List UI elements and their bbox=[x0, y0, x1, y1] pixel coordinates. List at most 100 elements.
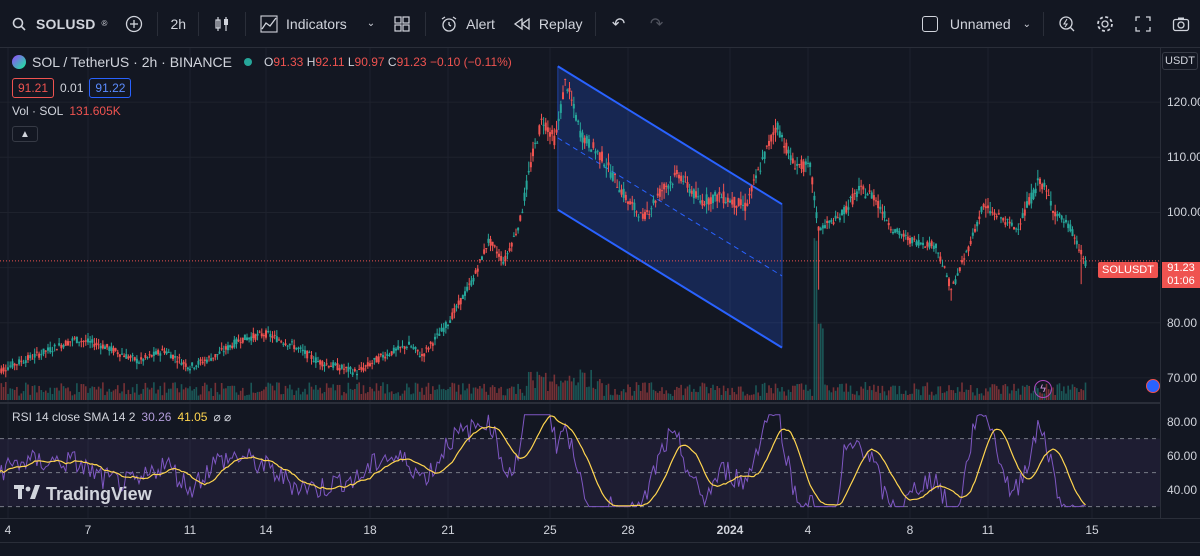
candle-body bbox=[418, 355, 421, 357]
lightning-icon[interactable]: ϟ bbox=[1034, 380, 1052, 398]
volume-bar bbox=[519, 389, 522, 400]
candle-body bbox=[330, 365, 332, 367]
candle-body bbox=[250, 336, 253, 341]
layouts-button[interactable] bbox=[383, 0, 421, 48]
candle-body bbox=[697, 196, 700, 198]
indicators-icon bbox=[258, 13, 280, 35]
candle-body bbox=[87, 338, 89, 343]
volume-bar bbox=[500, 386, 502, 400]
volume-bar bbox=[858, 395, 860, 400]
candle-body bbox=[892, 231, 894, 234]
volume-bar bbox=[930, 391, 933, 400]
volume-bar bbox=[787, 389, 790, 400]
volume-bar bbox=[280, 394, 282, 400]
volume-bar bbox=[427, 382, 430, 400]
candle-body bbox=[373, 358, 376, 360]
volume-bar bbox=[29, 394, 32, 400]
compare-button[interactable] bbox=[115, 0, 153, 48]
volume-bar bbox=[935, 394, 937, 400]
candle-body bbox=[982, 204, 985, 208]
candle-body bbox=[444, 321, 447, 328]
candle-body bbox=[549, 132, 551, 137]
quick-search-button[interactable] bbox=[1048, 0, 1086, 48]
volume-bar bbox=[60, 383, 63, 400]
toolbar-divider bbox=[1043, 12, 1044, 36]
price-chart[interactable] bbox=[0, 48, 1160, 518]
symbol-legend: SOL / TetherUS · 2h · BINANCE O91.33 H92… bbox=[12, 54, 512, 70]
candle-body bbox=[1039, 178, 1041, 184]
candle-body bbox=[231, 345, 234, 349]
volume-bar bbox=[146, 387, 149, 400]
volume-bar bbox=[382, 382, 384, 400]
volume-bar bbox=[1002, 385, 1004, 400]
volume-bar bbox=[1028, 385, 1030, 400]
volume-bar bbox=[609, 394, 612, 400]
volume-bar bbox=[462, 383, 464, 400]
candle-body bbox=[347, 366, 350, 372]
replay-button[interactable]: Replay bbox=[503, 0, 591, 48]
layout-selector[interactable]: Unnamed ⌄ bbox=[914, 0, 1039, 48]
candle-body bbox=[140, 357, 143, 360]
candle-body bbox=[203, 359, 206, 361]
candle-body bbox=[60, 344, 63, 349]
time-tick-label: 11 bbox=[981, 523, 995, 537]
candle-body bbox=[29, 355, 32, 359]
sell-price-button[interactable]: 91.21 bbox=[12, 78, 55, 98]
candle-body bbox=[405, 346, 408, 348]
candle-body bbox=[178, 357, 181, 359]
volume-bar bbox=[347, 382, 350, 400]
us-flag-icon[interactable] bbox=[1146, 379, 1160, 393]
volume-bar bbox=[218, 394, 221, 400]
candle-body bbox=[201, 361, 204, 364]
logo-text: TradingView bbox=[46, 484, 152, 504]
undo-button[interactable]: ↶ bbox=[600, 0, 638, 48]
volume-bar bbox=[800, 383, 803, 400]
candle-body bbox=[447, 324, 449, 327]
collapse-legend-button[interactable]: ▲ bbox=[12, 126, 38, 142]
candle-body bbox=[390, 351, 393, 355]
candle-body bbox=[106, 344, 109, 348]
volume-bar bbox=[231, 385, 234, 400]
candle-body bbox=[952, 282, 955, 284]
redo-button[interactable]: ↷ bbox=[638, 0, 676, 48]
toolbar-divider bbox=[594, 11, 596, 36]
candle-body bbox=[421, 354, 423, 356]
time-axis[interactable]: 4 7 11 14 18 21 25 28 2024 4 8 11 15 bbox=[0, 518, 1200, 542]
candle-body bbox=[761, 157, 764, 159]
volume-bar bbox=[538, 374, 541, 400]
indicators-button[interactable]: Indicators ⌄ bbox=[250, 0, 383, 48]
candle-body bbox=[834, 215, 837, 219]
symbol-search[interactable]: SOLUSD ® bbox=[0, 0, 115, 48]
zoom-lightning-icon bbox=[1056, 13, 1078, 35]
volume-bar bbox=[911, 393, 913, 400]
chart-type-button[interactable] bbox=[203, 0, 241, 48]
volume-bar bbox=[338, 384, 341, 400]
candle-body bbox=[82, 340, 85, 342]
volume-bar bbox=[599, 379, 601, 400]
alert-button[interactable]: Alert bbox=[430, 0, 503, 48]
volume-bar bbox=[1015, 390, 1017, 400]
indicators-label: Indicators bbox=[286, 15, 347, 32]
buy-price-button[interactable]: 91.22 bbox=[89, 78, 132, 98]
fullscreen-button[interactable] bbox=[1124, 0, 1162, 48]
candle-body bbox=[1013, 227, 1015, 230]
settings-button[interactable] bbox=[1086, 0, 1124, 48]
volume-bar bbox=[210, 388, 212, 400]
candle-body bbox=[453, 308, 456, 313]
candle-body bbox=[423, 353, 426, 357]
volume-bar bbox=[108, 388, 111, 400]
volume-bar bbox=[483, 383, 485, 400]
volume-bar bbox=[22, 391, 25, 400]
snapshot-button[interactable] bbox=[1162, 0, 1200, 48]
currency-button[interactable]: USDT bbox=[1162, 52, 1198, 70]
candle-body bbox=[310, 355, 313, 359]
candle-body bbox=[557, 118, 560, 122]
candle-body bbox=[789, 155, 792, 161]
candle-body bbox=[658, 188, 661, 197]
chevron-down-icon: ⌄ bbox=[366, 18, 376, 29]
interval-button[interactable]: 2h bbox=[162, 0, 194, 48]
candle-body bbox=[971, 232, 974, 236]
volume-bar bbox=[909, 394, 911, 400]
candle-body bbox=[377, 356, 380, 363]
candle-body bbox=[633, 202, 636, 211]
